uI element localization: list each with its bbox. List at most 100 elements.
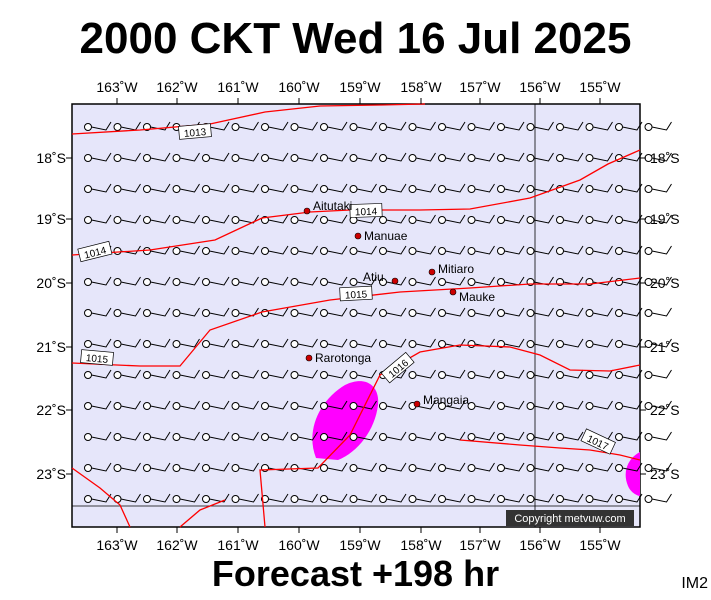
wind-barb: [84, 183, 112, 193]
wind-barb: [408, 462, 436, 472]
wind-barb: [615, 183, 643, 193]
wind-barb: [320, 338, 348, 348]
wind-barb: [320, 183, 348, 193]
wind-barb: [379, 183, 407, 193]
wind-barb: [290, 462, 318, 472]
wind-barb: [349, 245, 377, 255]
wind-barb: [408, 152, 436, 162]
page-title: 2000 CKT Wed 16 Jul 2025: [79, 14, 632, 63]
wind-barb: [349, 152, 377, 162]
wind-barb: [408, 338, 436, 348]
wind-barb: [261, 276, 289, 286]
rain-patch: [625, 452, 640, 496]
island-marker: [413, 400, 421, 408]
image-code: IM2: [681, 575, 708, 592]
wind-barb: [497, 214, 525, 224]
wind-barb: [143, 307, 171, 317]
wind-barb: [290, 121, 318, 131]
isobar-label: 1015: [345, 289, 368, 301]
wind-barb: [84, 214, 112, 224]
island-label: Aitutaki: [313, 199, 352, 213]
wind-barb: [644, 462, 672, 472]
wind-barb: [202, 276, 230, 286]
wind-barb: [172, 493, 200, 503]
lon-label: 159˚W: [339, 79, 381, 95]
isobars: [71, 103, 641, 528]
wind-barb: [438, 121, 466, 131]
wind-barb: [379, 493, 407, 503]
wind-barb: [526, 307, 554, 317]
wind-barb: [320, 152, 348, 162]
wind-barb: [349, 400, 377, 410]
lon-label: 160˚W: [278, 79, 320, 95]
wind-barb: [84, 369, 112, 379]
wind-barb: [438, 400, 466, 410]
wind-barb: [143, 462, 171, 472]
island-marker: [303, 207, 311, 215]
wind-barb: [290, 493, 318, 503]
wind-barb: [379, 245, 407, 255]
wind-barb: [408, 276, 436, 286]
wind-barb: [585, 214, 613, 224]
wind-barb: [143, 183, 171, 193]
wind-barb: [526, 462, 554, 472]
wind-barb: [113, 431, 141, 441]
wind-barb: [497, 369, 525, 379]
wind-barb: [231, 431, 259, 441]
wind-barb: [143, 400, 171, 410]
lon-label: 163˚W: [96, 79, 138, 95]
wind-barb: [349, 462, 377, 472]
lon-label: 163˚W: [96, 537, 138, 553]
lat-label: 21˚S: [650, 339, 680, 355]
lat-labels-right: 18˚S 19˚S 20˚S 21˚S 22˚S 23˚S: [650, 150, 680, 482]
islands: Aitutaki Manuae Mitiaro Atiu Mauke Rarot…: [303, 199, 495, 408]
island-label: Manuae: [364, 229, 408, 243]
wind-barb: [408, 431, 436, 441]
wind-barb: [172, 183, 200, 193]
lon-label: 161˚W: [217, 537, 259, 553]
wind-barb: [467, 183, 495, 193]
wind-barb: [379, 400, 407, 410]
wind-barb: [84, 152, 112, 162]
wind-barb: [84, 462, 112, 472]
wind-barb: [526, 369, 554, 379]
wind-barb: [526, 400, 554, 410]
lon-label: 161˚W: [217, 79, 259, 95]
isobar-line: [459, 439, 641, 461]
wind-barb: [526, 245, 554, 255]
wind-barb: [84, 338, 112, 348]
wind-barb: [379, 431, 407, 441]
wind-barb: [644, 245, 672, 255]
wind-barbs: [84, 121, 672, 503]
wind-barb: [143, 338, 171, 348]
wind-barb: [231, 369, 259, 379]
wind-barb: [615, 307, 643, 317]
wind-barb: [438, 307, 466, 317]
wind-barb: [379, 152, 407, 162]
lat-label: 23˚S: [36, 466, 66, 482]
lon-label: 155˚W: [579, 79, 621, 95]
island-marker: [354, 232, 362, 240]
wind-barb: [231, 462, 259, 472]
wind-barb: [497, 462, 525, 472]
lon-label: 162˚W: [156, 537, 198, 553]
wind-barb: [585, 245, 613, 255]
isobar-line: [71, 103, 426, 135]
wind-barb: [172, 276, 200, 286]
wind-barb: [615, 369, 643, 379]
lat-label: 18˚S: [36, 150, 66, 166]
isobar-label: 1014: [83, 245, 108, 261]
wind-barb: [526, 121, 554, 131]
wind-barb: [84, 276, 112, 286]
wind-barb: [261, 152, 289, 162]
wind-barb: [585, 369, 613, 379]
island-label: Mangaia: [423, 393, 469, 407]
wind-barb: [644, 338, 672, 348]
wind-barb: [497, 245, 525, 255]
wind-barb: [202, 338, 230, 348]
wind-barb: [202, 214, 230, 224]
wind-barb: [467, 245, 495, 255]
wind-barb: [349, 338, 377, 348]
lon-label: 162˚W: [156, 79, 198, 95]
